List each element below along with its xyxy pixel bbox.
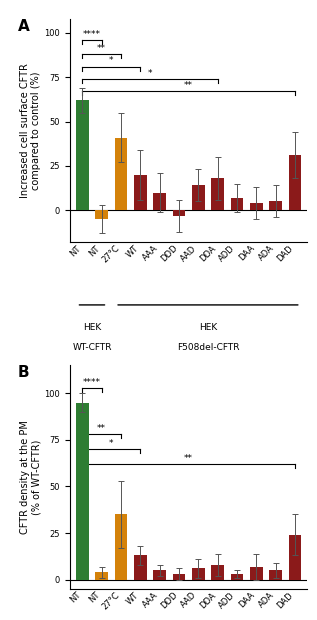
Bar — [173, 574, 185, 580]
Text: A: A — [17, 19, 29, 33]
Bar — [211, 179, 224, 210]
Text: **: ** — [97, 44, 106, 53]
Text: *: * — [109, 56, 113, 66]
Y-axis label: Increased cell surface CFTR
compared to control (%): Increased cell surface CFTR compared to … — [20, 63, 42, 198]
Text: F508del-CFTR: F508del-CFTR — [177, 343, 239, 352]
Bar — [134, 175, 146, 210]
Text: *: * — [109, 439, 113, 448]
Bar — [231, 574, 243, 580]
Bar — [289, 155, 301, 210]
Bar — [95, 572, 108, 580]
Bar — [153, 193, 166, 210]
Bar — [192, 185, 204, 210]
Text: **: ** — [97, 424, 106, 433]
Text: ****: **** — [83, 378, 101, 386]
Text: **: ** — [184, 454, 193, 463]
Text: HEK: HEK — [199, 323, 217, 332]
Text: *: * — [148, 69, 152, 78]
Bar — [289, 535, 301, 580]
Text: WT-CFTR: WT-CFTR — [72, 343, 112, 352]
Bar — [192, 569, 204, 580]
Text: B: B — [17, 365, 29, 380]
Bar — [211, 565, 224, 580]
Bar — [173, 210, 185, 216]
Bar — [269, 202, 282, 210]
Bar — [231, 198, 243, 210]
Bar — [250, 203, 262, 210]
Bar — [115, 138, 127, 210]
Bar — [153, 570, 166, 580]
Bar — [269, 570, 282, 580]
Bar — [250, 567, 262, 580]
Text: **: ** — [184, 81, 193, 91]
Bar — [134, 556, 146, 580]
Bar — [95, 210, 108, 219]
Bar — [115, 515, 127, 580]
Text: HEK: HEK — [83, 323, 101, 332]
Text: ****: **** — [83, 30, 101, 39]
Bar — [76, 402, 88, 580]
Y-axis label: CFTR density at the PM
(% of WT-CFTR): CFTR density at the PM (% of WT-CFTR) — [20, 420, 42, 534]
Bar — [76, 100, 88, 210]
